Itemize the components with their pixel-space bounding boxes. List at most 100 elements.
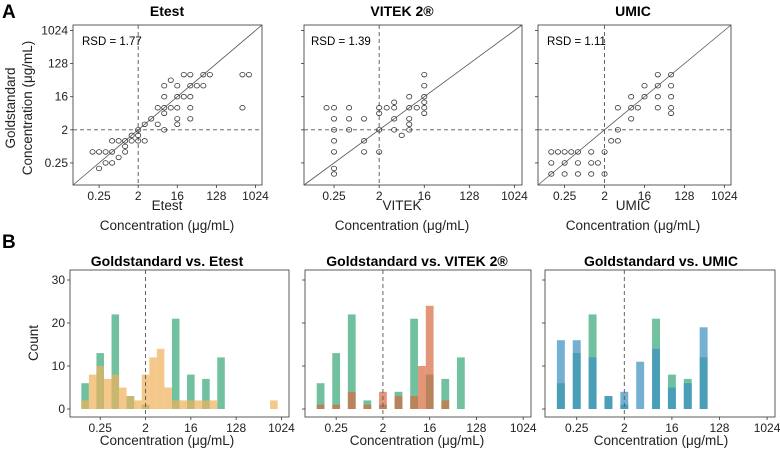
x-tick-label: 128 (206, 189, 226, 203)
bar-goldstandard (217, 357, 225, 409)
data-point (668, 110, 675, 116)
scatter-x-label: Concentration (μg/mL) (335, 218, 470, 233)
data-point (594, 160, 601, 166)
data-point (668, 82, 675, 89)
data-point (346, 116, 353, 122)
bar-comparator (379, 391, 387, 409)
data-point (406, 127, 413, 133)
bar-comparator (209, 400, 218, 409)
y-tick-label: 2 (61, 123, 68, 137)
data-point (421, 82, 428, 89)
plot-frame (72, 24, 263, 186)
data-point (628, 116, 635, 122)
plot-frame (544, 269, 776, 418)
data-point (361, 149, 368, 155)
data-point (135, 132, 142, 139)
bar-goldstandard (187, 374, 195, 409)
data-point (154, 121, 161, 128)
x-tick-label: 2 (380, 421, 387, 435)
bar-comparator (699, 327, 708, 409)
data-point (421, 94, 428, 100)
data-point (406, 94, 413, 100)
data-point (122, 143, 129, 150)
data-point (398, 132, 405, 139)
scatter-x-label: Concentration (μg/mL) (100, 218, 235, 233)
data-point (89, 149, 96, 155)
bar-comparator (363, 404, 372, 409)
x-tick-label: 128 (466, 421, 486, 435)
data-point (187, 82, 194, 89)
data-point (346, 105, 353, 111)
scatter-x-name: VITEK (382, 198, 421, 213)
data-point (628, 94, 635, 100)
data-point (115, 138, 122, 144)
bar-comparator (425, 305, 434, 409)
bar-goldstandard (456, 357, 465, 409)
rsd-label: RSD = 1.77 (82, 36, 142, 48)
x-tick-label: 16 (418, 189, 432, 203)
data-point (180, 94, 187, 100)
data-point (187, 71, 194, 78)
x-tick-label: 0.25 (565, 421, 589, 435)
data-point (174, 116, 181, 122)
data-point (608, 138, 615, 144)
bar-title: Goldstandard vs. UMIC (584, 253, 738, 269)
data-point (376, 127, 383, 133)
bar-goldstandard (202, 378, 210, 409)
data-point (161, 105, 168, 111)
data-point (122, 138, 129, 144)
data-point (161, 127, 168, 133)
data-point (654, 82, 661, 89)
data-point (135, 127, 142, 133)
data-point (239, 71, 246, 78)
bar-comparator (410, 396, 418, 409)
bar-comparator (332, 404, 341, 409)
bar-comparator (81, 400, 89, 409)
data-point (174, 105, 181, 111)
bar-x-label: Concentration (μg/mL) (594, 433, 729, 448)
data-point (141, 138, 148, 144)
data-point (391, 116, 398, 122)
bar-comparator (394, 396, 403, 409)
scatter-x-name: UMIC (616, 198, 651, 213)
x-tick-label: 16 (665, 421, 679, 435)
x-tick-label: 1024 (754, 421, 780, 435)
y-tick-label: 30 (52, 273, 66, 287)
bar-goldstandard (81, 383, 89, 409)
bar-comparator (202, 400, 210, 409)
identity-line (72, 24, 263, 186)
data-point (668, 71, 675, 78)
bar-comparator (441, 400, 450, 409)
data-point (245, 71, 252, 78)
data-point (331, 171, 338, 177)
x-tick-label: 16 (184, 421, 198, 435)
bar-comparator (347, 391, 356, 409)
data-point (200, 71, 207, 78)
data-point (413, 105, 420, 111)
data-point (174, 94, 181, 100)
bar-comparator (156, 348, 165, 409)
data-point (641, 82, 648, 89)
data-point (331, 149, 338, 155)
x-tick-label: 16 (171, 189, 185, 203)
bar-panel-umic: Goldstandard vs. UMIC Concentration (μg/… (542, 253, 780, 448)
bar-goldstandard (332, 353, 341, 409)
identity-line (537, 24, 732, 186)
data-point (654, 94, 661, 100)
data-point (383, 105, 390, 111)
panel-letter-a: A (2, 2, 16, 23)
data-point (361, 138, 368, 144)
data-point (614, 127, 621, 133)
bar-comparator (103, 378, 112, 409)
data-point (102, 149, 109, 155)
x-tick-label: 16 (638, 189, 652, 203)
data-point (187, 105, 194, 111)
data-point (588, 160, 595, 166)
data-point (391, 105, 398, 111)
data-point (102, 160, 109, 166)
data-point (614, 138, 621, 144)
data-point (128, 138, 135, 144)
x-tick-label: 16 (423, 421, 437, 435)
bar-comparator (88, 374, 97, 409)
scatter-x-name: Etest (152, 198, 183, 213)
